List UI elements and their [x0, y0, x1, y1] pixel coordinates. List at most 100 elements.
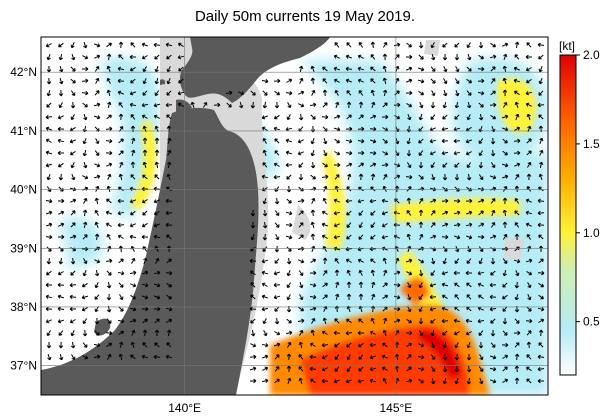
current-arrow: [430, 66, 436, 72]
current-arrow: [298, 234, 304, 240]
current-arrow: [59, 78, 64, 85]
current-arrow: [525, 54, 532, 60]
current-arrow: [177, 55, 185, 60]
current-arrow: [310, 174, 316, 180]
current-arrow: [394, 198, 400, 204]
current-arrow: [142, 174, 148, 180]
current-arrow: [466, 42, 471, 49]
current-arrow: [490, 42, 496, 48]
current-arrow: [382, 138, 388, 144]
current-arrow: [454, 378, 459, 385]
current-arrow: [502, 378, 509, 383]
current-arrow: [406, 54, 413, 60]
current-arrow: [262, 198, 267, 205]
speed-field-core: [130, 78, 536, 395]
current-arrow: [526, 366, 532, 372]
current-arrow: [261, 187, 268, 192]
current-vectors: [45, 41, 545, 385]
current-arrow: [130, 245, 135, 252]
current-arrow: [417, 354, 425, 360]
land-masses: [41, 37, 330, 395]
current-arrow: [83, 161, 88, 169]
current-arrow: [418, 138, 424, 144]
current-arrow: [538, 258, 544, 264]
current-arrow: [141, 42, 148, 47]
current-arrow: [454, 162, 460, 168]
current-arrow: [261, 294, 268, 299]
current-arrow: [382, 53, 388, 61]
current-arrow: [478, 210, 484, 216]
current-arrow: [358, 366, 364, 372]
current-arrow: [177, 102, 184, 107]
current-arrow: [310, 221, 315, 229]
current-arrow: [345, 139, 353, 144]
current-arrow: [442, 377, 447, 385]
current-arrow: [298, 174, 304, 181]
current-arrow: [502, 65, 507, 73]
current-arrow: [406, 271, 413, 276]
current-arrow: [69, 306, 77, 312]
current-arrow: [345, 54, 352, 59]
colorbar: [kt] 2.0 1.5 1.0 0.5: [559, 39, 600, 376]
current-arrow: [466, 294, 472, 300]
current-arrow: [478, 294, 484, 300]
current-arrow: [441, 198, 449, 204]
current-arrow: [297, 151, 304, 156]
current-arrow: [477, 78, 485, 84]
current-arrow: [419, 102, 424, 109]
current-arrow: [370, 78, 376, 84]
current-arrow: [250, 343, 257, 348]
current-arrow: [418, 113, 423, 121]
current-arrow: [298, 90, 305, 95]
current-arrow: [525, 210, 533, 215]
current-arrow: [94, 90, 100, 96]
current-arrow: [94, 150, 100, 156]
current-arrow: [70, 270, 76, 276]
current-arrow: [71, 354, 76, 361]
current-arrow: [165, 354, 173, 359]
current-arrow: [346, 210, 352, 216]
current-arrow: [406, 78, 413, 83]
current-arrow: [106, 281, 112, 289]
current-arrow: [130, 78, 136, 84]
current-arrow: [262, 162, 268, 168]
current-arrow: [70, 162, 75, 169]
current-arrow: [334, 185, 339, 193]
current-arrow: [70, 78, 76, 84]
shelf-area: [504, 238, 525, 260]
current-arrow: [477, 282, 484, 287]
current-arrow: [407, 293, 412, 301]
latitude-tick-label: 37°N: [10, 359, 37, 373]
current-arrow: [70, 222, 76, 228]
current-arrow: [333, 211, 341, 216]
current-arrow: [514, 41, 520, 49]
current-arrow: [261, 343, 269, 348]
current-arrow: [357, 379, 365, 384]
current-arrow: [45, 138, 52, 143]
current-arrow: [225, 90, 233, 96]
current-arrow: [58, 341, 64, 349]
current-arrow: [333, 223, 340, 228]
current-arrow: [94, 209, 99, 216]
current-arrow: [165, 42, 173, 47]
current-arrow: [166, 258, 172, 264]
current-arrow: [453, 210, 461, 215]
current-arrow: [167, 161, 172, 169]
current-arrow: [429, 151, 436, 156]
colorbar-tick-label: 1.5: [583, 137, 600, 151]
current-arrow: [538, 294, 544, 300]
current-arrow: [298, 210, 304, 216]
current-arrow: [286, 78, 293, 83]
current-arrow: [69, 294, 77, 300]
current-arrow: [418, 209, 424, 217]
current-arrow: [418, 269, 424, 277]
current-arrow: [393, 282, 401, 288]
current-arrow: [142, 78, 147, 85]
current-arrow: [45, 43, 52, 48]
current-arrow: [357, 78, 364, 83]
current-arrow: [130, 114, 136, 120]
current-arrow: [202, 102, 208, 108]
current-arrow: [322, 245, 328, 252]
current-arrow: [502, 138, 508, 144]
